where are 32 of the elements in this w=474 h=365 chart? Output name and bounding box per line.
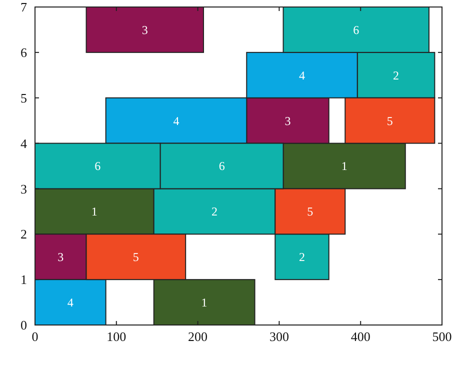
- text: 3: [284, 114, 291, 128]
- y-tick-label: 5: [20, 90, 27, 106]
- x-tick-label: 300: [269, 329, 289, 344]
- text: 2: [211, 204, 218, 219]
- x-tick-label: 400: [350, 329, 370, 344]
- y-tick-label: 2: [20, 226, 27, 242]
- text: 1: [341, 159, 348, 174]
- y-tick-label: 0: [20, 318, 27, 333]
- text: 1: [91, 204, 98, 219]
- text: 4: [173, 114, 180, 128]
- x-tick-label: 0: [32, 329, 38, 344]
- y-tick-label: 6: [20, 44, 28, 60]
- series-label: 1: [201, 295, 208, 310]
- series-label: 6: [218, 159, 225, 174]
- text: 6: [94, 159, 101, 174]
- series-label: 2: [393, 68, 400, 82]
- y-tick-label: 1: [20, 272, 27, 288]
- text: 5: [386, 114, 393, 128]
- series-label: 5: [132, 250, 139, 264]
- y-tick-label: 3: [20, 181, 27, 196]
- series-label: 3: [58, 250, 64, 264]
- legend-label: 6: [353, 22, 360, 37]
- text: 3: [142, 22, 148, 37]
- x-tick-label: 500: [432, 329, 452, 344]
- text: 4: [67, 295, 74, 310]
- x-tick-label: 100: [106, 329, 126, 344]
- y-tick-label: 7: [20, 0, 28, 15]
- x-tick-label: 200: [188, 329, 208, 344]
- y-tick-label: 4: [20, 136, 28, 151]
- text: 2: [298, 250, 305, 264]
- text: 5: [307, 204, 314, 219]
- series-label: 4: [298, 68, 305, 82]
